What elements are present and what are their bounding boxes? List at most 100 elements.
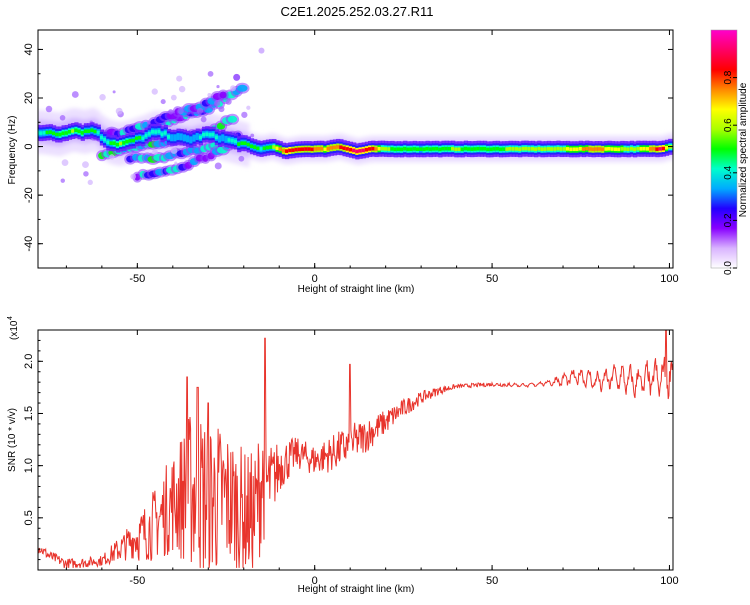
heatmap-speck [218,106,225,113]
heatmap-band-cell [451,146,456,151]
heatmap-band-cell [323,147,328,152]
heatmap-band-cell [463,146,469,151]
snr-panel: -50 0 50 100 0.5 1.0 1.5 2.0 Height of straight… [7,316,679,595]
heatmap-band-cell [272,145,277,149]
heatmap-band-cell [138,135,143,140]
heatmap-band-cell [597,147,603,151]
heatmap-band-cell [173,135,178,140]
heatmap-band-cell [613,147,619,152]
x-tick-label: 50 [486,575,498,587]
heatmap-band-cell [639,147,644,151]
y-tick-label: 0 [23,144,35,150]
heatmap-blob [219,91,227,99]
heatmap-band-cell [604,147,609,151]
heatmap-band-cell [649,147,654,151]
heatmap-band-cell [425,147,430,151]
heatmap-band-cell [377,146,382,151]
heatmap-speck [216,84,220,89]
heatmap-band-cell [550,147,555,151]
heatmap-band-cell [492,147,497,151]
heatmap-speck [207,93,212,98]
heatmap-speck [151,88,158,95]
heatmap-band-cell [316,146,322,151]
heatmap-band-cell [157,129,162,134]
heatmap-band-cell [387,147,392,151]
snr-series-line [38,330,673,569]
heatmap-band-cell [55,132,60,137]
heatmap-band-cell [192,136,197,140]
snr-unit-exponent: 4 [7,316,14,320]
heatmap-band-cell [393,147,398,152]
heatmap-band-cell [415,147,421,152]
heatmap-band-cell [109,141,114,145]
heatmap-band-cell [154,130,159,134]
heatmap-band-cell [208,132,213,137]
heatmap-band-cell [195,134,200,139]
heatmap-band-cell [454,147,459,152]
heatmap-speck [170,147,178,154]
heatmap-band-cell [409,147,414,151]
spectrogram-frame [37,29,674,269]
heatmap-band-cell [221,136,226,140]
spectrogram-marks [38,47,673,185]
x-tick-label: -50 [129,575,145,587]
heatmap-speck [170,94,177,101]
heatmap-band-cell [310,147,315,152]
heatmap-speck [60,178,65,183]
heatmap-band-cell [64,131,69,135]
heatmap-band-cell [524,146,529,151]
heatmap-band-cell [508,147,513,151]
heatmap-speck [59,115,66,121]
heatmap-band-cell [422,147,427,152]
colorbar-tick-label: 0.4 [723,165,734,179]
y-tick-label: 0.5 [23,510,35,525]
heatmap-band-cell [585,146,590,151]
snr-unit-base: (x10 [9,320,20,340]
heatmap-band-cell [412,147,417,151]
heatmap-band-cell [278,147,283,151]
heatmap-speck [130,173,137,180]
heatmap-band-cell [441,146,446,151]
heatmap-speck [152,149,158,155]
heatmap-band-cell [396,147,401,151]
heatmap-band-cell [224,137,229,142]
colorbar-tick-label: 0.2 [723,213,734,227]
heatmap-speck [109,154,115,160]
heatmap-band-cell [543,147,548,151]
colorbar: 0.0 0.2 0.4 0.6 0.8 Normalized spectral ampl… [710,29,749,275]
heatmap-speck [246,105,251,110]
heatmap-band-cell [297,147,303,152]
heatmap-band-cell [339,145,344,150]
heatmap-band-cell [179,135,184,139]
heatmap-band-cell [636,146,641,151]
heatmap-speck [207,70,214,77]
x-tick-label: -50 [129,273,145,285]
colorbar-tick-label: 0.8 [723,70,734,84]
heatmap-band-cell [246,142,251,147]
heatmap-band-cell [83,129,89,134]
heatmap-band-cell [540,147,545,152]
heatmap-band-cell [361,148,366,153]
heatmap-band-cell [470,147,475,151]
heatmap-band-cell [546,147,552,151]
heatmap-band-cell [581,147,587,151]
heatmap-band-cell [122,141,127,145]
y-tick-label: 20 [23,92,35,104]
y-tick-label: 1.0 [23,458,35,473]
heatmap-band-cell [380,146,386,151]
heatmap-band-cell [345,147,350,151]
heatmap-band-cell [527,147,532,151]
y-tick-label: 2.0 [23,354,35,369]
spectrogram-panel: -50 0 50 100 40 20 0 -20 -40 Height of straight … [7,29,679,295]
heatmap-band-cell [486,147,491,152]
heatmap-band-cell [498,147,504,152]
heatmap-band-cell [617,147,622,152]
heatmap-band-cell [403,146,408,151]
heatmap-band-cell [42,131,47,135]
heatmap-band-cell [556,146,561,151]
heatmap-band-cell [399,147,405,152]
heatmap-band-cell [307,147,312,151]
heatmap-speck [168,109,174,115]
heatmap-band-cell [479,147,484,151]
heatmap-band-cell [530,147,536,151]
